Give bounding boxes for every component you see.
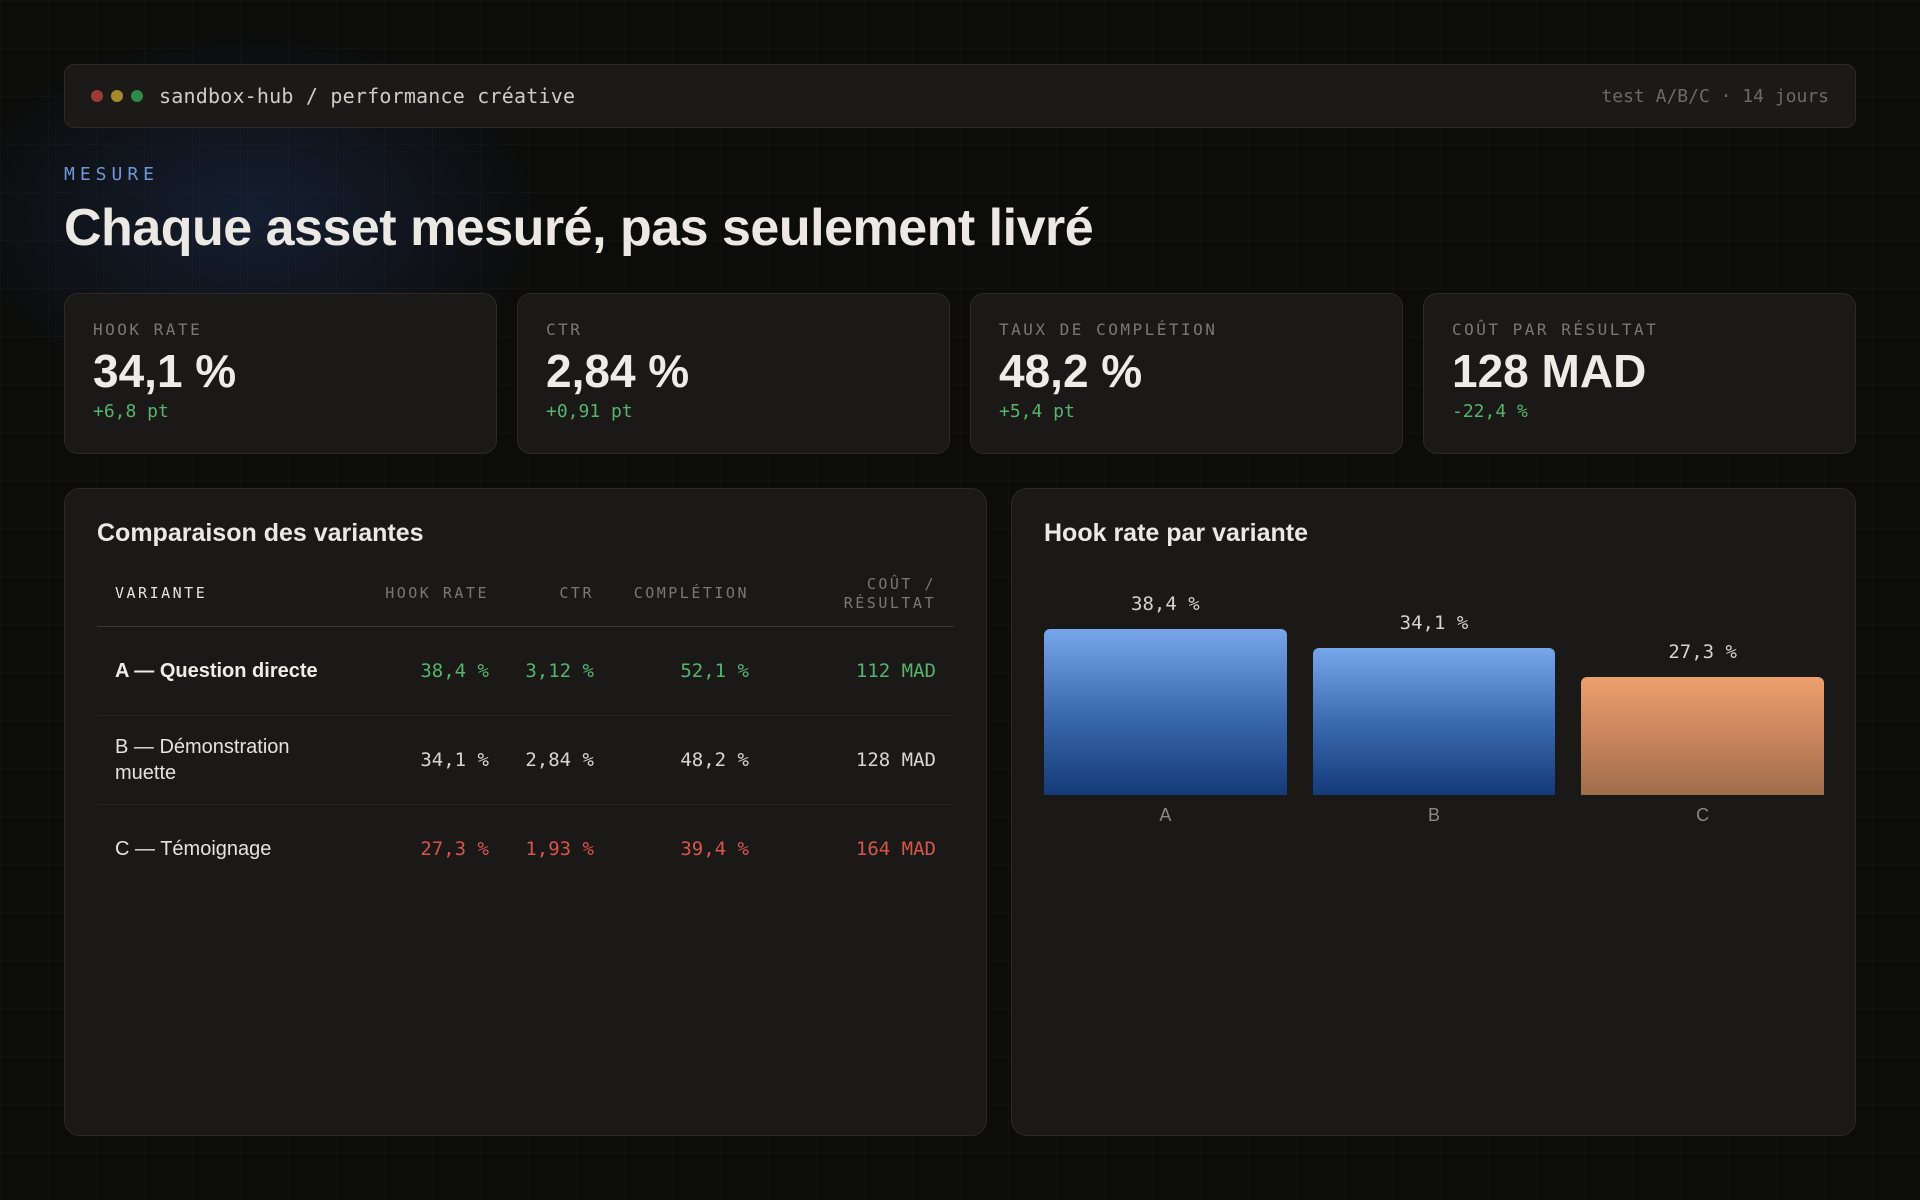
kpi-card-ctr: CTR 2,84 % +0,91 pt — [517, 293, 950, 454]
bar-value-label: 27,3 % — [1668, 640, 1737, 663]
bar[interactable] — [1044, 629, 1287, 795]
section-eyebrow: MESURE — [64, 164, 160, 185]
variants-table: VARIANTE HOOK RATE CTR COMPLÉTION COÛT /… — [97, 562, 954, 893]
kpi-card-cost-per-result: COÛT PAR RÉSULTAT 128 MAD -22,4 % — [1423, 293, 1856, 454]
column-header-cost: COÛT / RÉSULTAT — [767, 562, 954, 627]
kpi-delta: +5,4 pt — [999, 401, 1075, 422]
chart-title: Hook rate par variante — [1044, 519, 1308, 547]
hook-rate-cell: 38,4 % — [367, 626, 507, 716]
kpi-delta: +0,91 pt — [546, 401, 633, 422]
bar[interactable] — [1312, 647, 1556, 795]
breadcrumb: sandbox-hub / performance créative — [159, 84, 576, 108]
bar-value-label: 34,1 % — [1399, 611, 1469, 634]
table-row: B — Démonstration muette 34,1 % 2,84 % 4… — [97, 715, 954, 805]
column-header-hook-rate: HOOK RATE — [367, 562, 507, 627]
hook-rate-cell: 34,1 % — [367, 715, 507, 805]
close-window-dot[interactable] — [91, 90, 103, 102]
comparison-panel: Comparaison des variantes VARIANTE HOOK … — [64, 488, 987, 1136]
ctr-cell: 3,12 % — [507, 626, 612, 716]
kpi-value: 128 MAD — [1452, 345, 1647, 397]
bar-group-c: 27,3 % C — [1581, 589, 1824, 849]
hook-rate-bar-chart: 38,4 % A 34,1 % B 27,3 % C — [1044, 589, 1824, 849]
kpi-value: 48,2 % — [999, 345, 1143, 397]
kpi-delta: -22,4 % — [1452, 401, 1528, 422]
kpi-value: 34,1 % — [93, 345, 237, 397]
page-title: Chaque asset mesuré, pas seulement livré — [64, 199, 1094, 257]
bar-group-b: 34,1 % B — [1312, 589, 1556, 849]
kpi-delta: +6,8 pt — [93, 401, 169, 422]
bar[interactable] — [1581, 676, 1824, 795]
kpi-card-completion: TAUX DE COMPLÉTION 48,2 % +5,4 pt — [970, 293, 1403, 454]
chart-panel: Hook rate par variante 38,4 % A 34,1 % B 27,… — [1011, 488, 1856, 1136]
window-controls — [91, 90, 143, 102]
variant-name: C — Témoignage — [115, 837, 272, 860]
bar-category-label: A — [1159, 805, 1172, 825]
cost-cell: 164 MAD — [855, 837, 936, 860]
test-meta: test A/B/C · 14 jours — [1601, 85, 1829, 107]
column-header-completion: COMPLÉTION — [612, 562, 767, 627]
kpi-label: CTR — [546, 320, 583, 339]
kpi-label: TAUX DE COMPLÉTION — [999, 320, 1218, 339]
maximize-window-dot[interactable] — [131, 90, 143, 102]
variant-name: A — Question directe — [97, 626, 367, 716]
kpi-row: HOOK RATE 34,1 % +6,8 pt CTR 2,84 % +0,9… — [64, 293, 1856, 454]
comparison-title: Comparaison des variantes — [97, 519, 424, 547]
bar-group-a: 38,4 % A — [1044, 589, 1287, 849]
completion-cell: 39,4 % — [680, 837, 749, 860]
kpi-value: 2,84 % — [546, 345, 690, 397]
kpi-card-hook-rate: HOOK RATE 34,1 % +6,8 pt — [64, 293, 497, 454]
ctr-cell: 1,93 % — [525, 837, 594, 860]
bar-value-label: 38,4 % — [1131, 593, 1200, 615]
ctr-cell: 2,84 % — [507, 715, 612, 805]
table-row: C — Témoignage 27,3 % 1,93 % 39,4 % 164 … — [97, 804, 954, 893]
kpi-label: HOOK RATE — [93, 320, 203, 339]
table-row: A — Question directe 38,4 % 3,12 % 52,1 … — [97, 626, 954, 716]
variant-name: B — Démonstration muette — [97, 715, 367, 805]
window-bar: sandbox-hub / performance créative test … — [64, 64, 1856, 128]
cost-cell: 128 MAD — [767, 715, 954, 805]
bar-category-label: B — [1427, 805, 1440, 825]
completion-cell: 52,1 % — [612, 626, 767, 716]
table-header-row: VARIANTE HOOK RATE CTR COMPLÉTION COÛT /… — [97, 562, 954, 627]
minimize-window-dot[interactable] — [111, 90, 123, 102]
bar-category-label: C — [1696, 805, 1710, 825]
completion-cell: 48,2 % — [612, 715, 767, 805]
column-header-ctr: CTR — [507, 562, 612, 627]
cost-cell: 112 MAD — [767, 626, 954, 716]
kpi-label: COÛT PAR RÉSULTAT — [1452, 320, 1659, 339]
column-header-variant: VARIANTE — [97, 562, 367, 627]
hook-rate-cell: 27,3 % — [420, 837, 489, 860]
